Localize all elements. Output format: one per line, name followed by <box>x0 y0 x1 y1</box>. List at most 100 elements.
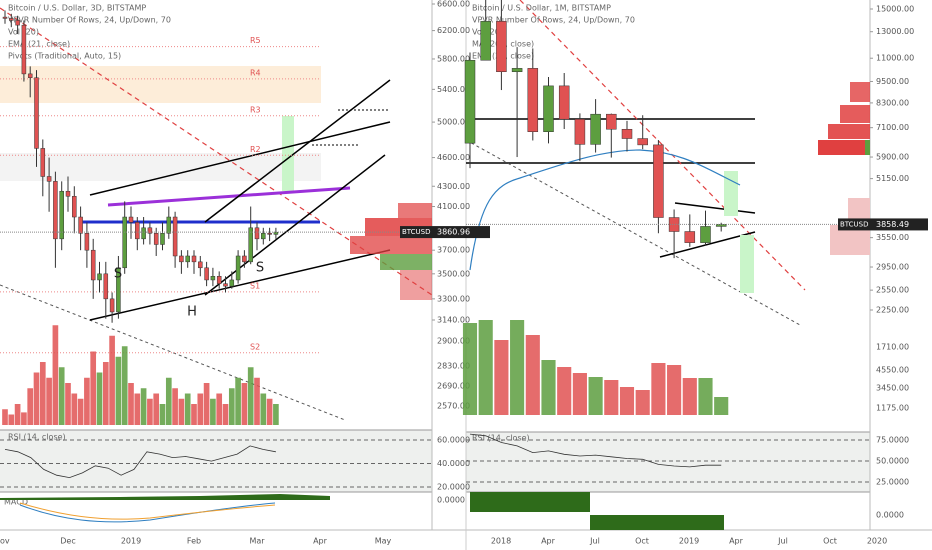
pivot-band <box>0 153 321 181</box>
volume-bar <box>2 409 8 425</box>
volume-bar <box>90 351 97 425</box>
rsi-tick-label: 60.0000 <box>437 436 470 445</box>
rsi-tick-label: 20.0000 <box>437 482 470 491</box>
x-tick-label: Dec <box>60 537 75 546</box>
candle-body <box>141 227 146 240</box>
volume-bar <box>121 346 128 425</box>
macd-histogram <box>0 494 330 500</box>
candle-body <box>235 255 241 281</box>
pivot-label: R5 <box>250 36 261 45</box>
price-tag <box>400 226 490 239</box>
volume-bar <box>27 388 34 425</box>
candle-body <box>185 255 190 263</box>
volume-bar <box>216 393 223 425</box>
candle-body <box>78 216 83 234</box>
trend-line <box>659 231 756 258</box>
x-tick-label: Jul <box>589 537 600 546</box>
volume-bar <box>140 388 147 425</box>
volume-bar <box>698 378 713 415</box>
trend-line <box>89 249 391 321</box>
pivot-label: S2 <box>250 342 260 351</box>
volume-bar <box>33 372 40 425</box>
volume-bar <box>172 388 178 425</box>
volume-axis-label: 2900.00 <box>437 337 470 346</box>
y-tick-label: 5150.00 <box>876 174 909 183</box>
price-tag-value: 3860.96 <box>437 228 470 237</box>
macd-label: MACD <box>4 498 28 507</box>
candle-body <box>84 233 90 251</box>
candle-body <box>109 298 115 313</box>
vpvr <box>828 124 870 139</box>
volume-bar <box>235 377 241 425</box>
candle-body <box>122 216 127 269</box>
y-tick-label: 15000.00 <box>876 5 914 14</box>
volume-bar <box>71 393 78 425</box>
pivot-label: R3 <box>250 105 261 114</box>
macd-line <box>19 502 276 523</box>
volume-bar <box>134 393 141 425</box>
candle-body <box>53 181 58 240</box>
volume-bar <box>102 362 109 425</box>
candle-body <box>574 118 586 145</box>
x-tick-label: Feb <box>187 537 201 546</box>
y-tick-label: 3700.00 <box>437 246 470 255</box>
pattern-label: H <box>187 305 197 320</box>
candle-body <box>637 138 648 146</box>
candle-body <box>179 255 184 263</box>
volume-bar <box>651 363 666 415</box>
candle-body <box>715 224 727 227</box>
candle-body <box>147 227 153 234</box>
x-tick-label: 2019 <box>679 537 699 546</box>
indicator-label: VPVR Number Of Rows, 24, Up/Down, 70 <box>472 16 635 25</box>
candle-body <box>160 233 165 245</box>
volume-bar <box>222 404 229 425</box>
volume-bar <box>525 335 540 415</box>
candle-body <box>116 267 121 313</box>
volume-bar <box>714 397 729 415</box>
candle-body <box>65 190 71 197</box>
macd-histogram <box>590 515 724 530</box>
candle-body <box>267 233 272 235</box>
y-tick-label: 8300.00 <box>876 98 909 107</box>
x-tick-label: ov <box>0 537 10 546</box>
volume-bar <box>494 340 509 415</box>
y-tick-label: 7100.00 <box>876 123 909 132</box>
volume-bar <box>128 383 134 425</box>
trend-line <box>674 202 756 214</box>
volume-bar <box>96 372 103 425</box>
rsi-line <box>469 433 722 468</box>
pattern-label: S <box>114 267 122 282</box>
y-tick-label: 13000.00 <box>876 27 914 36</box>
candle-body <box>590 113 601 145</box>
candle-body <box>223 283 228 287</box>
candle-body <box>210 276 216 281</box>
rsi-line <box>4 445 276 479</box>
candle-body <box>59 190 64 240</box>
volume-bar <box>635 390 650 415</box>
x-tick-label: 2018 <box>491 537 511 546</box>
y-tick-label: 5000.00 <box>437 118 470 127</box>
macd-tick-label: 0.0000 <box>437 496 465 505</box>
trend-line <box>465 139 801 326</box>
candle-body <box>273 231 279 235</box>
volume-bar <box>52 325 59 425</box>
candle-body <box>27 73 33 78</box>
candle-body <box>261 233 266 240</box>
volume-bar <box>210 398 216 425</box>
rsi-tick-label: 75.0000 <box>876 435 909 444</box>
pattern-label: S <box>256 261 264 276</box>
rsi-tick-label: 40.0000 <box>437 459 470 468</box>
candle-body <box>103 273 109 300</box>
y-tick-label: 2950.00 <box>876 263 909 272</box>
vpvr <box>850 82 870 102</box>
volume-bar <box>58 367 65 425</box>
rsi-tick-label: 50.0000 <box>876 457 909 466</box>
candle-body <box>40 148 46 177</box>
volume-bar <box>65 383 71 425</box>
volume-bar <box>541 360 556 415</box>
vpvr <box>398 203 432 218</box>
candle-body <box>653 144 664 218</box>
y-tick-label: 2250.00 <box>876 306 909 315</box>
projection <box>740 235 754 293</box>
rsi-tick-label: 25.0000 <box>876 478 909 487</box>
